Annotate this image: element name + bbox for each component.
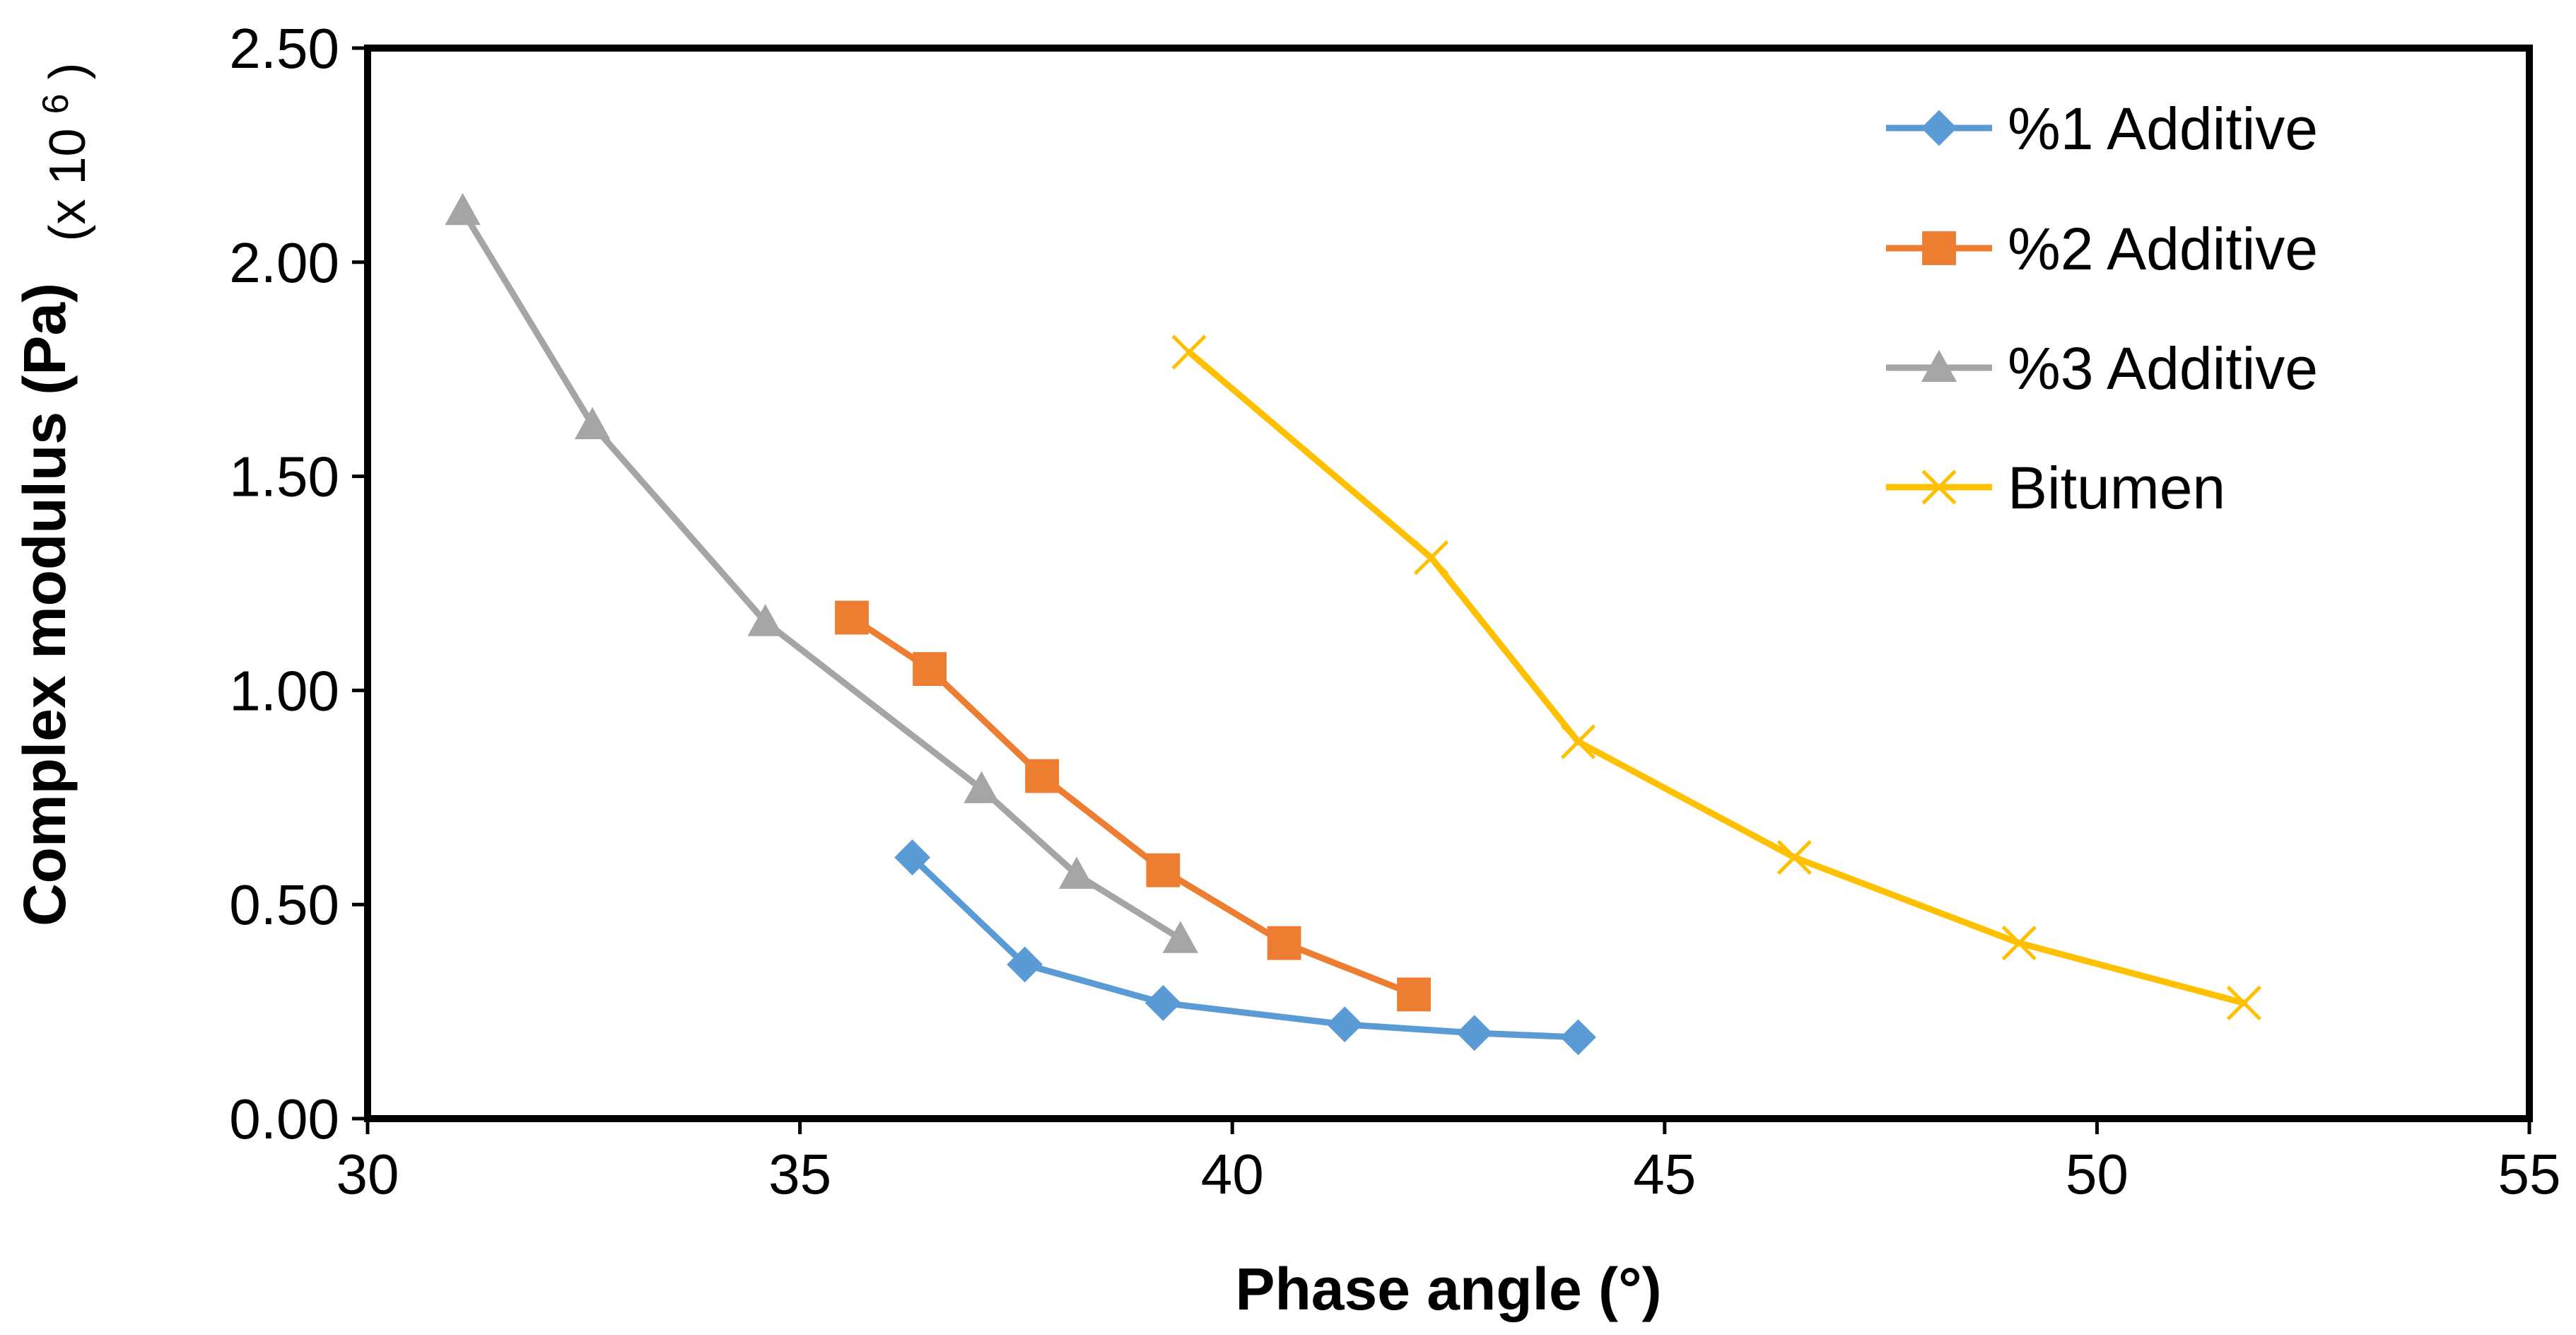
data-point-3-additive: [1058, 856, 1095, 889]
x-tick-label: 55: [2498, 1143, 2561, 1206]
y-axis-title: Complex modulus (Pa): [11, 283, 78, 926]
data-point-2-additive: [1267, 926, 1301, 960]
legend-marker-2-additive: [1922, 231, 1956, 265]
y-axis-multiplier: (x 10 6 ): [23, 62, 96, 241]
y-tick-label: 0.00: [229, 1088, 339, 1150]
series-layer: [445, 192, 2261, 1056]
data-point-bitumen: [1560, 724, 1596, 759]
x-tick-label: 30: [336, 1143, 399, 1206]
series-bitumen: [1171, 334, 2261, 1021]
legend-marker-1-additive: [1921, 110, 1957, 146]
legend-label-1-additive: %1 Additive: [2008, 95, 2318, 162]
data-point-1-additive: [1560, 1019, 1596, 1056]
data-point-3-additive: [964, 771, 1000, 803]
data-point-3-additive: [747, 604, 783, 636]
x-tick-label: 35: [768, 1143, 831, 1206]
legend-item-bitumen: Bitumen: [1886, 455, 2225, 521]
y-tick-label: 2.00: [229, 231, 339, 294]
y-multiplier-prefix: (x 10: [40, 128, 96, 241]
data-point-2-additive: [1146, 853, 1181, 887]
series-line-bitumen: [1185, 349, 2247, 1006]
y-tick-label: 2.50: [229, 17, 339, 80]
data-point-3-additive: [574, 407, 611, 440]
data-point-bitumen: [1413, 540, 1449, 576]
legend-label-bitumen: Bitumen: [2008, 455, 2225, 521]
data-point-3-additive: [1162, 921, 1199, 953]
x-tick-label: 50: [2066, 1143, 2129, 1206]
x-tick-label: 45: [1633, 1143, 1696, 1206]
plot-frame: [364, 45, 2533, 1122]
y-tick-label: 1.50: [229, 445, 339, 508]
data-point-bitumen: [1171, 334, 1207, 370]
series-line-1-additive: [909, 854, 1581, 1041]
data-point-bitumen: [2001, 926, 2037, 961]
legend-item-3-additive: %3 Additive: [1886, 335, 2318, 402]
data-point-2-additive: [835, 600, 869, 635]
x-tick-label: 40: [1201, 1143, 1264, 1206]
series-line-3-additive: [459, 207, 1184, 943]
data-point-bitumen: [2226, 985, 2261, 1021]
y-tick-label: 1.00: [229, 659, 339, 722]
legend-label-3-additive: %3 Additive: [2008, 335, 2318, 402]
legend-marker-3-additive: [1921, 349, 1957, 383]
data-point-1-additive: [1326, 1006, 1363, 1043]
series-2-additive: [835, 600, 1431, 1012]
data-point-2-additive: [1397, 977, 1431, 1012]
data-point-1-additive: [1144, 985, 1181, 1021]
legend: %1 Additive %2 Additive %3 Additive Bitumen: [1886, 95, 2318, 521]
y-multiplier-suffix: ): [40, 62, 96, 79]
data-point-1-additive: [894, 839, 931, 875]
data-point-2-additive: [1025, 759, 1060, 793]
data-point-1-additive: [1007, 946, 1043, 983]
series-3-additive: [445, 192, 1199, 953]
data-point-3-additive: [445, 192, 481, 226]
data-point-1-additive: [1456, 1015, 1493, 1051]
legend-item-2-additive: %2 Additive: [1886, 216, 2318, 282]
data-point-bitumen: [1776, 840, 1812, 875]
axes: 0.00 0.50 1.00 1.50 2.00 2.50 30 35 40 45 50 55: [229, 17, 2560, 1206]
y-multiplier-exponent: 6: [35, 93, 76, 114]
x-axis-title: Phase angle (°): [1235, 1256, 1661, 1322]
legend-marker-bitumen: [1921, 470, 1957, 505]
y-tick-label: 0.50: [229, 873, 339, 936]
legend-item-1-additive: %1 Additive: [1886, 95, 2318, 162]
legend-label-2-additive: %2 Additive: [2008, 216, 2318, 282]
series-1-additive: [894, 839, 1596, 1056]
data-point-2-additive: [913, 652, 947, 687]
